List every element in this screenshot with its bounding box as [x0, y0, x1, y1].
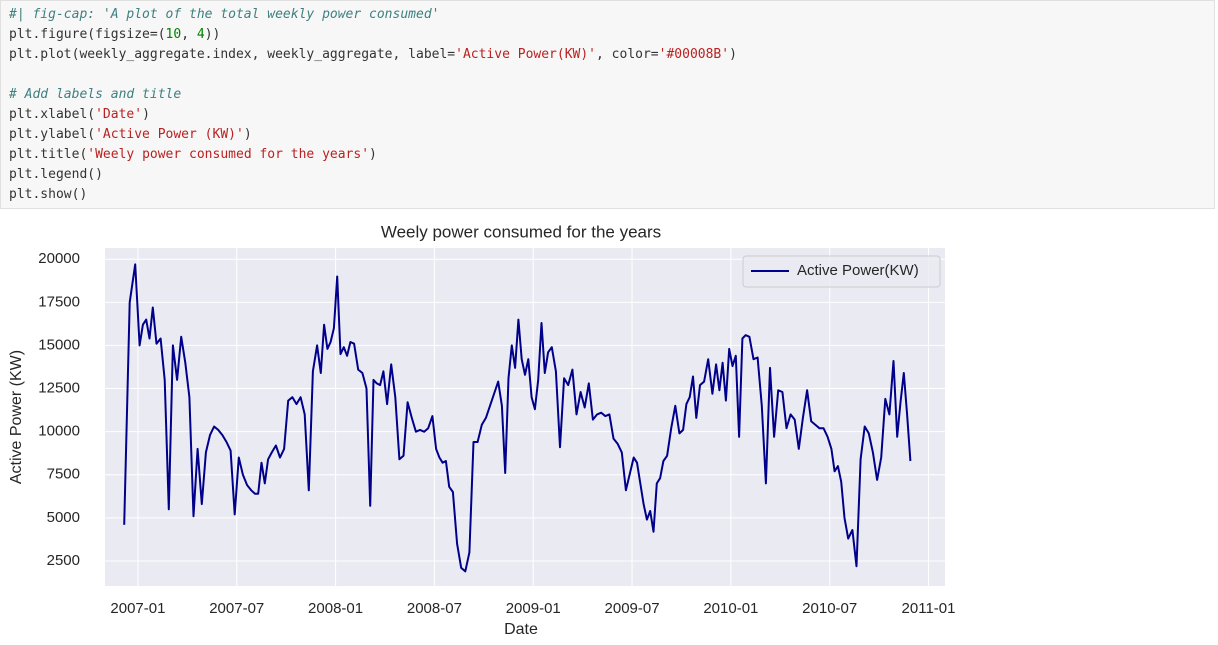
- x-tick-label: 2007-07: [209, 600, 264, 617]
- code-token: 'Weely power consumed for the years': [87, 147, 370, 162]
- y-tick-label: 7500: [47, 466, 80, 483]
- code-token: ): [142, 107, 150, 122]
- code-token: ): [729, 47, 737, 62]
- code-cell[interactable]: #| fig-cap: 'A plot of the total weekly …: [0, 0, 1215, 209]
- code-line: plt.show(): [9, 185, 87, 205]
- x-tick-label: 2008-07: [407, 600, 462, 617]
- x-axis-label: Date: [504, 621, 538, 638]
- x-tick-label: 2010-07: [802, 600, 857, 617]
- code-line: plt.xlabel('Date'): [9, 105, 150, 125]
- code-line: plt.title('Weely power consumed for the …: [9, 145, 377, 165]
- code-token: # Add labels and title: [9, 87, 182, 102]
- code-token: plt.ylabel(: [9, 127, 96, 142]
- code-token: ): [243, 127, 252, 142]
- x-tick-label: 2008-01: [308, 600, 363, 617]
- code-token: '#00008B': [658, 47, 730, 62]
- y-tick-label: 15000: [38, 336, 80, 353]
- code-token: plt.figure(figsize=(: [9, 27, 166, 42]
- chart-title: Weely power consumed for the years: [381, 222, 661, 241]
- legend-label: Active Power(KW): [797, 262, 919, 279]
- code-token: plt.plot(weekly_aggregate.index, weekly_…: [9, 47, 456, 62]
- code-token: )): [204, 27, 221, 42]
- code-line: plt.ylabel('Active Power (KW)'): [9, 125, 252, 145]
- x-tick-label: 2007-01: [110, 600, 165, 617]
- code-token: , color=: [596, 47, 659, 62]
- x-tick-label: 2009-07: [605, 600, 660, 617]
- code-token: 4: [196, 27, 205, 42]
- code-token: plt.show(): [9, 187, 88, 202]
- code-token: plt.xlabel(: [9, 107, 96, 122]
- y-tick-label: 10000: [38, 423, 80, 440]
- code-token: 'Active Power(KW)': [455, 47, 597, 62]
- legend: Active Power(KW): [742, 255, 941, 288]
- x-tick-label: 2009-01: [506, 600, 561, 617]
- code-line: #| fig-cap: 'A plot of the total weekly …: [9, 5, 439, 25]
- y-tick-label: 12500: [38, 380, 80, 397]
- x-tick-label: 2010-01: [703, 600, 758, 617]
- y-tick-label: 17500: [38, 293, 80, 310]
- code-token: #| fig-cap: 'A plot of the total weekly …: [9, 7, 440, 22]
- y-tick-label: 2500: [47, 552, 80, 569]
- code-line: plt.legend(): [9, 165, 103, 185]
- code-token: plt.title(: [9, 147, 88, 162]
- data-line: [123, 263, 912, 573]
- y-axis-label: Active Power (KW): [8, 350, 25, 484]
- code-token: plt.legend(): [9, 167, 103, 182]
- plot-area: [105, 248, 945, 586]
- y-tick-label: 5000: [47, 509, 80, 526]
- code-token: 'Active Power (KW)': [95, 127, 244, 142]
- code-line: plt.plot(weekly_aggregate.index, weekly_…: [9, 45, 737, 65]
- x-tick-label: 2011-01: [902, 600, 956, 617]
- code-token: 'Date': [95, 107, 143, 122]
- code-token: ,: [181, 27, 197, 42]
- code-token: 10: [165, 27, 182, 42]
- y-tick-label: 20000: [38, 250, 80, 267]
- code-line: # Add labels and title: [9, 85, 181, 105]
- code-token: ): [369, 147, 377, 162]
- code-line: plt.figure(figsize=(10, 4)): [9, 25, 220, 45]
- legend-box: [742, 255, 941, 288]
